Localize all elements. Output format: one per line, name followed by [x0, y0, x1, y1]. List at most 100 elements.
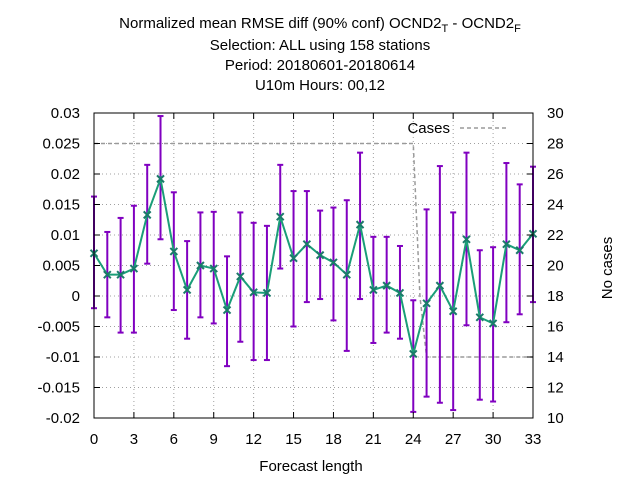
data-point-stroke-b [422, 299, 431, 308]
data-point [515, 246, 524, 255]
data-point [488, 319, 498, 328]
y-tick-label-right: 30 [547, 105, 564, 122]
x-tick-label: 33 [525, 431, 542, 448]
data-point-stroke-b [156, 174, 165, 184]
legend-label-cases: Cases [407, 120, 450, 137]
x-tick-label: 18 [325, 431, 342, 448]
data-point-stroke-b [116, 270, 125, 279]
y-tick-label-left: 0.015 [42, 197, 80, 214]
data-point-stroke-b [236, 272, 245, 281]
data-point [236, 272, 245, 281]
data-point [315, 250, 325, 260]
axes [93, 112, 534, 419]
data-point-stroke-b [435, 281, 445, 290]
y-tick-label-left: -0.02 [46, 410, 80, 427]
data-point [382, 281, 391, 290]
data-point [289, 253, 298, 263]
data-point-stroke-b [382, 281, 391, 290]
data-point [116, 270, 125, 279]
y-tick-label-right: 20 [547, 258, 564, 275]
data-point-stroke-b [129, 264, 139, 273]
y-tick-label-right: 18 [547, 288, 564, 305]
x-tick-label: 0 [90, 431, 98, 448]
y-tick-label-left: 0.025 [42, 136, 80, 153]
chart-title-line-3: Period: 20180601-20180614 [224, 57, 416, 74]
y-tick-label-right: 16 [547, 319, 564, 336]
data-point [409, 349, 418, 359]
x-tick-label: 27 [445, 431, 462, 448]
data-point-stroke-b [143, 210, 152, 220]
title-sub-t: T [441, 23, 449, 35]
data-point [422, 299, 431, 308]
data-point-stroke-b [262, 288, 272, 298]
data-point [369, 285, 378, 295]
data-point [182, 285, 192, 295]
data-point-stroke-b [355, 220, 365, 229]
data-point [329, 258, 338, 267]
data-point-stroke-b [196, 261, 205, 270]
data-point-stroke-b [342, 270, 351, 279]
data-point-stroke-b [409, 349, 418, 359]
x-tick-label: 21 [365, 431, 382, 448]
error-bar [330, 206, 337, 322]
data-point-stroke-b [182, 285, 192, 295]
data-point-stroke-b [209, 264, 218, 273]
data-point [129, 264, 139, 273]
chart-title-line-4: U10m Hours: 00,12 [254, 77, 386, 94]
y-tick-label-left: 0.03 [51, 105, 80, 122]
y-tick-label-right: 10 [547, 410, 564, 427]
data-point-stroke-b [369, 285, 378, 295]
data-point-stroke-b [315, 250, 325, 260]
data-series [89, 174, 538, 359]
data-point-stroke-b [515, 246, 524, 255]
data-point-stroke-b [448, 307, 458, 316]
data-point-stroke-b [302, 239, 312, 249]
data-point-stroke-b [289, 253, 298, 263]
y-tick-label-left: 0.005 [42, 258, 80, 275]
error-bar [410, 299, 417, 413]
y-tick-label-right: 26 [547, 166, 564, 183]
chart-title-line-1: Normalized mean RMSE diff (90% conf) OCN… [0, 14, 640, 39]
title-sub-f: F [514, 23, 521, 35]
data-point-stroke-b [329, 258, 338, 267]
data-point-stroke-b [222, 305, 232, 315]
y-tick-label-right: 12 [547, 380, 564, 397]
data-point [169, 247, 179, 256]
x-tick-label: 6 [170, 431, 178, 448]
data-point [395, 288, 405, 298]
data-point [196, 261, 205, 270]
data-point-stroke-b [462, 235, 471, 244]
y-tick-label-left: -0.01 [46, 349, 80, 366]
series-line [93, 175, 534, 355]
data-point [302, 239, 312, 249]
data-point-stroke-b [169, 247, 179, 256]
y-tick-label-right: 24 [547, 197, 564, 214]
y-tick-label-right: 22 [547, 227, 564, 244]
error-bar [303, 190, 310, 304]
y-axis-label-right: No cases [599, 237, 616, 300]
x-tick-label: 9 [210, 431, 218, 448]
x-tick-label: 3 [130, 431, 138, 448]
data-point [156, 174, 165, 184]
data-point-stroke-b [249, 288, 258, 297]
data-point [143, 210, 152, 220]
y-tick-label-left: -0.005 [37, 319, 80, 336]
data-point [355, 220, 365, 229]
x-tick-label: 24 [405, 431, 422, 448]
tick-labels: 0 3 6 9 12 15 18 21 24 27 30 33 -0.02 -0.015 -0.01 -0.0… [37, 105, 563, 448]
plot-frame [93, 112, 534, 419]
data-point [262, 288, 272, 298]
data-point [435, 281, 445, 290]
data-point [475, 313, 484, 322]
data-point-stroke-b [103, 270, 112, 279]
error-bars [91, 115, 536, 413]
x-tick-label: 30 [485, 431, 502, 448]
data-point-stroke-b [475, 313, 484, 322]
y-tick-label-right: 14 [547, 349, 564, 366]
data-point [502, 239, 511, 249]
data-point [209, 264, 218, 273]
title-main: Normalized mean RMSE diff (90% conf) OCN… [119, 15, 442, 32]
y-tick-label-left: -0.015 [37, 380, 80, 397]
y-tick-label-left: 0.02 [51, 166, 80, 183]
